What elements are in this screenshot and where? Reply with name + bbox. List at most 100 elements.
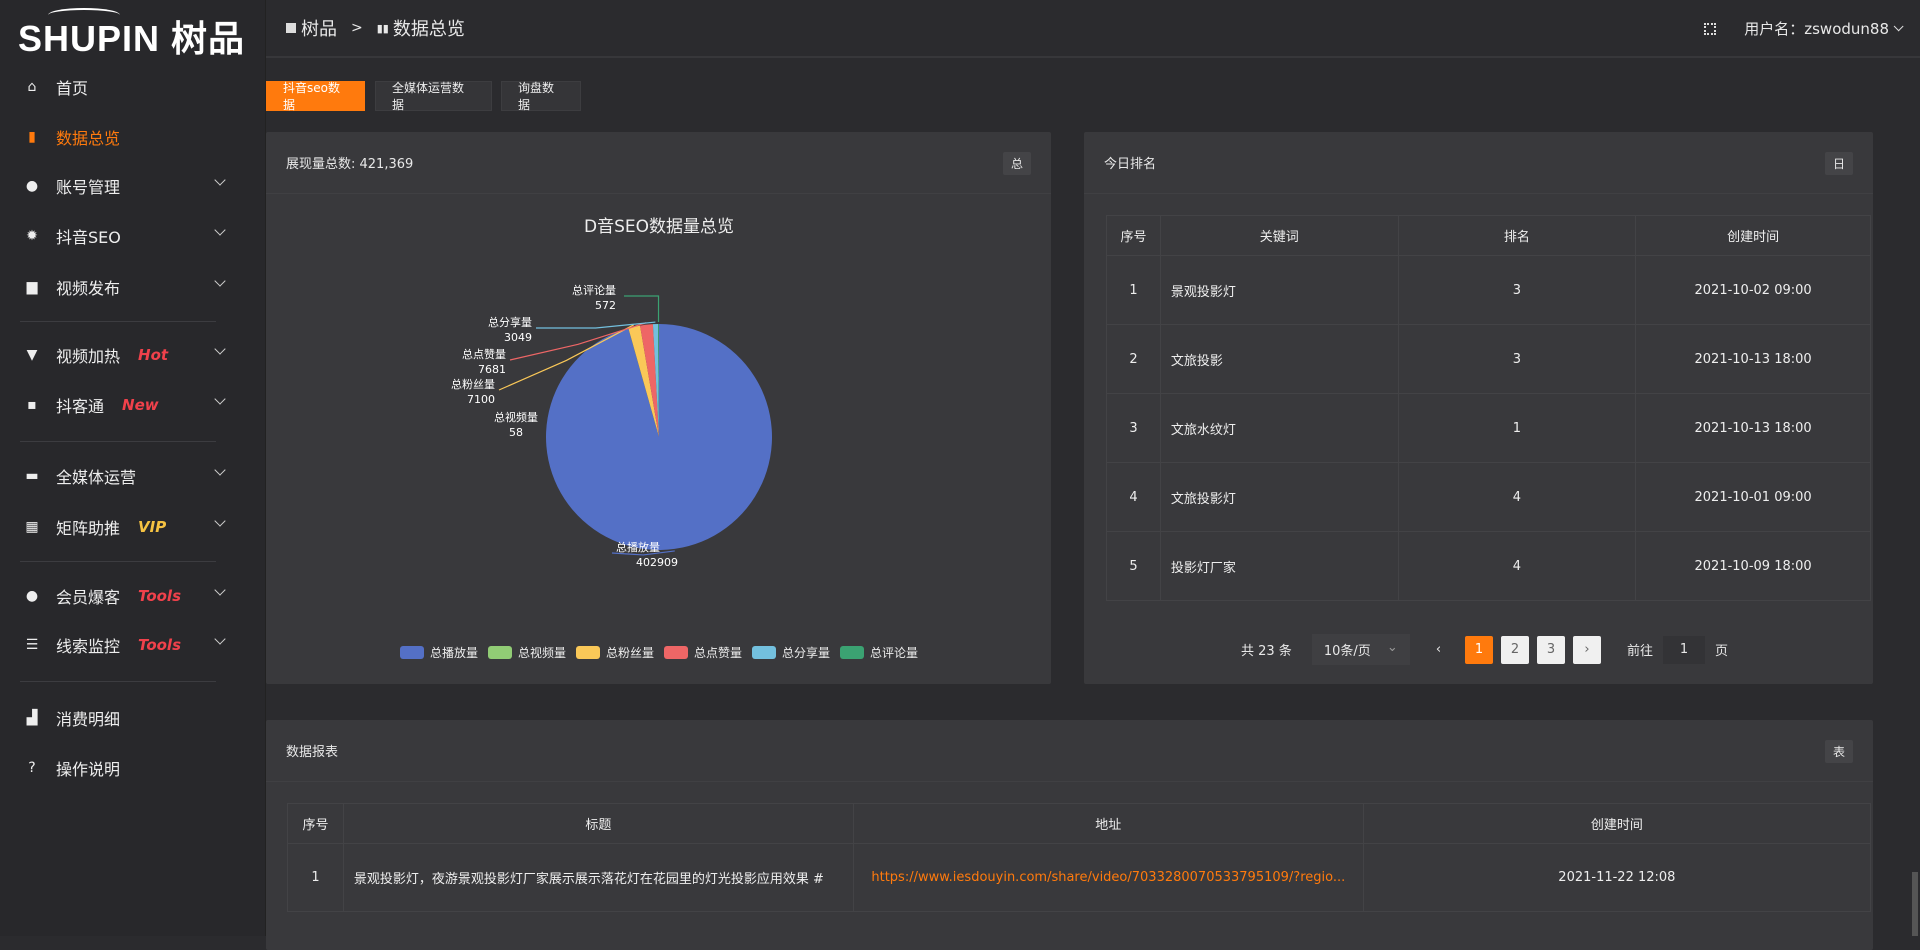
legend-label[interactable]: 总点赞量	[694, 646, 742, 660]
column-header: 序号	[287, 803, 344, 844]
sidebar-item-11[interactable]: ▟ 消费明细	[0, 698, 266, 738]
sliders-icon: ☰	[25, 637, 39, 653]
breadcrumb-home[interactable]: 树品	[301, 19, 337, 40]
report-table: 序号 标题 地址 创建时间 1 景观投影灯，夜游景观投影灯厂家展示展示落花灯在花园里的灯光…	[287, 803, 1872, 912]
user-menu[interactable]: 用户名：zswodun88	[1744, 20, 1889, 38]
page-1-button[interactable]: 1	[1465, 635, 1494, 664]
table-cell: 2021-10-13 18:00	[1635, 324, 1871, 394]
video-link[interactable]: https://www.iesdouyin.com/share/video/70…	[852, 843, 1364, 912]
tab-douyin-seo[interactable]: 抖音seo数据	[266, 81, 365, 112]
sidebar-item-0[interactable]: ⌂ 首页	[0, 67, 266, 107]
sidebar-item-8[interactable]: ▦ 矩阵助推 VIP	[0, 507, 266, 547]
table-row[interactable]: 3 文旅水纹灯 1 2021-10-13 18:00	[1106, 393, 1871, 463]
sidebar-item-12[interactable]: ? 操作说明	[0, 748, 266, 788]
next-page-button[interactable]: ›	[1573, 635, 1602, 664]
legend-label[interactable]: 总评论量	[870, 646, 918, 660]
pie-slice[interactable]	[628, 328, 659, 437]
sidebar-item-4[interactable]: ▆ 视频发布	[0, 267, 266, 307]
sidebar-item-label: 操作说明	[56, 760, 121, 779]
sidebar-item-label: 抖客通	[56, 397, 105, 416]
sidebar-item-9[interactable]: ● 会员爆客 Tools	[0, 576, 266, 616]
pie-slice[interactable]	[640, 324, 659, 437]
table-row[interactable]: 5 投影灯厂家 4 2021-10-09 18:00	[1106, 531, 1871, 601]
legend-label[interactable]: 总分享量	[782, 645, 830, 660]
day-tag-button[interactable]: 日	[1824, 152, 1853, 175]
table-cell: 4	[1397, 531, 1637, 601]
ranking-card: 今日排名日 序号 关键词 排名 创建时间 1 景观投影灯 3 2021-10-02 09:00…	[1084, 132, 1873, 684]
sidebar-item-5[interactable]: ▼ 视频加热 Hot	[0, 335, 266, 375]
legend-swatch[interactable]	[488, 646, 512, 659]
user-icon: ●	[25, 588, 39, 604]
sidebar-item-3[interactable]: ✹ 抖音SEO	[0, 216, 266, 256]
table-cell: 2021-11-22 12:08	[1362, 843, 1872, 912]
page-2-button[interactable]: 2	[1501, 635, 1530, 664]
table-tag-button[interactable]: 表	[1824, 740, 1853, 763]
tab-all-media[interactable]: 全媒体运营数据	[375, 81, 492, 112]
sidebar: SHUPIN 树品 ⌂ 首页 ▮ 数据总览 ● 账号管理 ✹ 抖音SEO ▆ 视频发布 ▼ 视频加热 H…	[0, 0, 266, 936]
sidebar-badge: New	[122, 396, 159, 414]
pie-card: 展现量总数: 421,369 总 D音SEO数据量总览 总播放量 402909 总视频量…	[266, 132, 1051, 684]
table-header-row: 序号 关键词 排名 创建时间	[1106, 215, 1871, 256]
camera-icon: ▆	[26, 279, 38, 295]
page-size-select[interactable]: 10条/页 ⌄	[1311, 634, 1410, 665]
sidebar-item-label: 首页	[56, 79, 89, 98]
legend-swatch[interactable]	[400, 646, 424, 659]
label-line	[611, 550, 675, 556]
sidebar-item-6[interactable]: ▪ 抖客通 New	[0, 385, 266, 425]
sidebar-item-2[interactable]: ● 账号管理	[0, 166, 266, 206]
legend-label[interactable]: 总粉丝量	[606, 646, 654, 660]
sidebar-item-7[interactable]: ▬ 全媒体运营	[0, 456, 266, 496]
comments-count-label: 总评论量	[572, 283, 616, 297]
grid-icon: ▦	[25, 519, 39, 535]
video-count-value: 58	[509, 426, 523, 439]
table-row[interactable]: 4 文旅投影灯 4 2021-10-01 09:00	[1106, 462, 1871, 532]
tab-inquiry[interactable]: 询盘数据	[501, 81, 581, 112]
goto-label: 前往	[1627, 644, 1654, 659]
column-header: 创建时间	[1362, 803, 1872, 844]
table-cell: 2021-10-02 09:00	[1635, 255, 1871, 325]
sidebar-item-10[interactable]: ☰ 线索监控 Tools	[0, 625, 266, 665]
page-3-button[interactable]: 3	[1537, 635, 1566, 664]
pie-slice[interactable]	[628, 325, 659, 437]
table-row[interactable]: 2 文旅投影 3 2021-10-13 18:00	[1106, 324, 1871, 394]
chevron-down-icon	[214, 515, 226, 527]
shares-count-value: 3049	[504, 331, 532, 344]
bar-chart-icon: ▮▮	[376, 21, 389, 35]
scrollbar[interactable]	[1912, 872, 1918, 936]
prev-page-button[interactable]: ‹	[1435, 642, 1442, 657]
table-cell: 投影灯厂家	[1159, 531, 1399, 601]
legend-swatch[interactable]	[576, 646, 600, 659]
legend-swatch[interactable]	[752, 646, 776, 659]
pie-slice[interactable]	[652, 324, 659, 437]
legend-label[interactable]: 总视频量	[518, 645, 566, 660]
dashboard-icon	[286, 23, 296, 33]
sidebar-item-1[interactable]: ▮ 数据总览	[0, 117, 266, 157]
breadcrumb-separator: >	[351, 20, 363, 36]
report-card: 数据报表表 序号 标题 地址 创建时间 1 景观投影灯，夜游景观投影灯厂家展示展示落花灯在…	[266, 720, 1873, 950]
legend-swatch[interactable]	[840, 646, 864, 659]
sidebar-item-label: 视频加热	[56, 347, 121, 366]
column-header: 序号	[1106, 215, 1161, 256]
chevron-down-icon	[214, 584, 226, 596]
table-cell: 2021-10-13 18:00	[1635, 393, 1871, 463]
goto-page-input[interactable]: 1	[1663, 635, 1706, 664]
gear-icon: ✹	[26, 228, 38, 244]
table-cell: 景观投影灯	[1159, 255, 1399, 325]
table-row[interactable]: 1 景观投影灯 3 2021-10-02 09:00	[1106, 255, 1871, 325]
legend-label[interactable]: 总播放量	[430, 645, 478, 660]
table-cell: 1	[1106, 255, 1161, 325]
total-tag-button[interactable]: 总	[1002, 152, 1031, 175]
fans-count-label: 总粉丝量	[451, 377, 495, 391]
table-row[interactable]: 1 景观投影灯，夜游景观投影灯厂家展示展示落花灯在花园里的灯光投影应用效果 # ht…	[287, 843, 1872, 912]
chevron-down-icon[interactable]	[1893, 21, 1904, 32]
fullscreen-icon[interactable]	[1704, 22, 1717, 35]
sidebar-item-label: 抖音SEO	[56, 228, 121, 247]
column-header: 关键词	[1159, 215, 1399, 256]
sidebar-badge: Tools	[138, 636, 181, 654]
bar-chart-icon: ▮	[28, 129, 36, 145]
column-header: 排名	[1397, 215, 1637, 256]
legend-swatch[interactable]	[664, 646, 688, 659]
header: 树品 > ▮▮ 数据总览 用户名：zswodun88	[266, 0, 1920, 58]
play-count-value: 402909	[636, 556, 678, 569]
